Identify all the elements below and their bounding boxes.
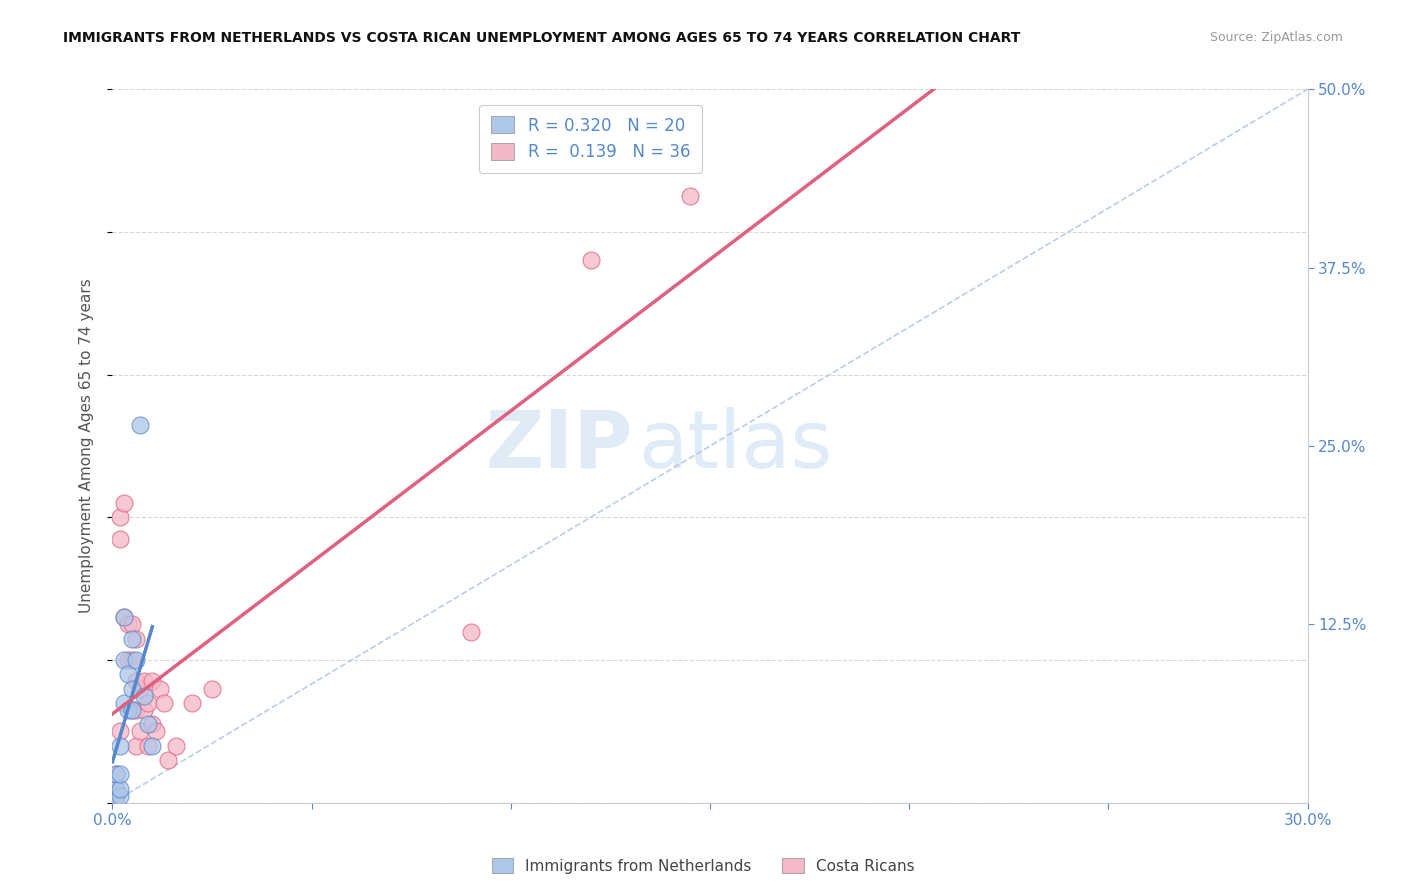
Point [149,681,172,696]
Point [105,767,128,781]
Text: ZIP: ZIP [485,407,633,485]
Point [138,696,160,710]
Point [117,617,139,632]
Point [141,674,163,689]
Point [105,789,128,803]
Point [110,789,132,803]
Point [105,789,128,803]
Point [121,681,143,696]
Point [134,689,156,703]
Point [141,717,163,731]
Point [125,632,148,646]
Point [114,696,135,710]
Point [110,739,132,753]
Point [105,781,128,796]
Point [117,703,139,717]
Text: IMMIGRANTS FROM NETHERLANDS VS COSTA RICAN UNEMPLOYMENT AMONG AGES 65 TO 74 YEAR: IMMIGRANTS FROM NETHERLANDS VS COSTA RIC… [63,31,1021,45]
Point [110,767,132,781]
Point [110,510,132,524]
Point [460,624,482,639]
Legend: Immigrants from Netherlands, Costa Ricans: Immigrants from Netherlands, Costa Rican… [485,852,921,880]
Point [105,789,128,803]
Point [114,610,135,624]
Point [129,724,152,739]
Point [110,724,132,739]
Point [114,610,135,624]
Point [138,717,160,731]
Point [125,653,148,667]
Y-axis label: Unemployment Among Ages 65 to 74 years: Unemployment Among Ages 65 to 74 years [79,278,94,614]
Legend: R = 0.320   N = 20, R =  0.139   N = 36: R = 0.320 N = 20, R = 0.139 N = 36 [479,104,702,173]
Point [153,696,176,710]
Point [110,781,132,796]
Point [157,753,180,767]
Point [117,667,139,681]
Point [121,703,143,717]
Point [105,781,128,796]
Point [121,617,143,632]
Point [579,253,602,268]
Point [129,681,152,696]
Point [114,653,135,667]
Point [121,653,143,667]
Point [121,703,143,717]
Point [125,703,148,717]
Point [125,674,148,689]
Point [134,703,156,717]
Point [201,681,224,696]
Text: Source: ZipAtlas.com: Source: ZipAtlas.com [1209,31,1343,45]
Point [145,724,167,739]
Point [117,653,139,667]
Point [165,739,187,753]
Point [121,632,143,646]
Point [105,767,128,781]
Point [114,496,135,510]
Point [138,739,160,753]
Point [679,189,702,203]
Text: atlas: atlas [638,407,832,485]
Point [134,674,156,689]
Point [141,739,163,753]
Point [110,532,132,546]
Point [125,739,148,753]
Point [129,417,152,432]
Point [181,696,204,710]
